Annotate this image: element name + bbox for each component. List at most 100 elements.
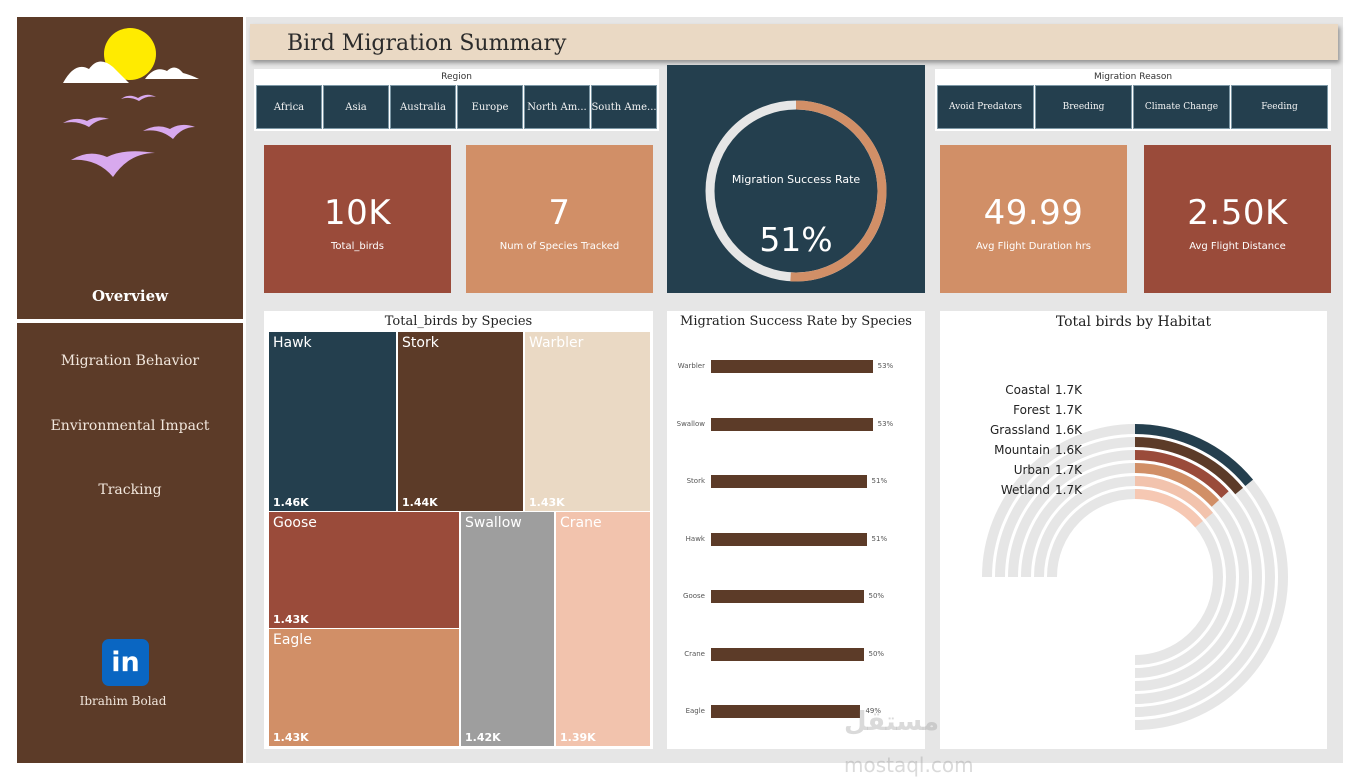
bar-category-label: Crane — [684, 649, 705, 658]
bar[interactable] — [711, 417, 873, 431]
bar-category-label: Hawk — [685, 534, 705, 543]
tile-value: 1.39K — [560, 731, 596, 744]
habitat-name: Wetland — [1000, 483, 1050, 497]
radial-chart-panel: Total birds by Habitat Coastal 1.7K Forest… — [940, 311, 1327, 749]
habitat-label-row: Coastal 1.7K — [975, 383, 1082, 397]
habitat-label-row: Mountain 1.6K — [975, 443, 1082, 457]
nav-overview[interactable]: Overview — [91, 287, 169, 305]
bar[interactable] — [711, 705, 861, 718]
radial-chart-title: Total birds by Habitat — [1055, 314, 1212, 330]
tile-name: Goose — [273, 515, 317, 531]
habitat-name: Mountain — [994, 443, 1050, 457]
bar-value-label: 50% — [868, 592, 885, 600]
treemap-title: Total_birds by Species — [384, 314, 533, 329]
habitat-value: 1.7K — [1055, 483, 1082, 497]
region-option-south-america[interactable]: South Ame... — [591, 85, 657, 129]
bar-row[interactable]: Eagle 49% — [667, 705, 925, 719]
region-option-asia[interactable]: Asia — [323, 85, 389, 129]
region-option-north-america[interactable]: North Am... — [524, 85, 590, 129]
bar-category-label: Eagle — [685, 707, 705, 715]
treemap-tile-goose[interactable]: Goose 1.43K — [268, 511, 460, 629]
sidebar-divider — [17, 319, 243, 323]
kpi-value: 7 — [548, 193, 571, 233]
reason-option-climate-change[interactable]: Climate Change — [1133, 85, 1230, 129]
bar-value-label: 53% — [877, 419, 894, 428]
treemap-tile-warbler[interactable]: Warbler 1.43K — [524, 331, 651, 512]
bar-chart-panel: Migration Success Rate by Species Warble… — [667, 311, 925, 749]
migration-reason-slicer: Migration Reason Avoid Predators Breedin… — [935, 69, 1331, 131]
success-rate-gauge — [705, 100, 887, 282]
bar-row[interactable]: Hawk 51% — [667, 532, 925, 547]
region-option-europe[interactable]: Europe — [457, 85, 523, 129]
tile-value: 1.46K — [273, 496, 309, 509]
cloud-icon — [63, 61, 129, 83]
kpi-value: 10K — [323, 193, 392, 233]
habitat-value: 1.7K — [1055, 403, 1082, 417]
kpi-label: Avg Flight Distance — [1189, 241, 1286, 252]
author-name: Ibrahim Bolad — [79, 694, 167, 708]
radial-bar-grassland — [1134, 450, 1229, 499]
habitat-name: Forest — [1013, 403, 1050, 417]
tile-value: 1.42K — [465, 731, 501, 744]
region-slicer: Region Africa Asia Australia Europe Nort… — [254, 69, 659, 131]
nav-migration-behavior[interactable]: Migration Behavior — [60, 353, 200, 369]
kpi-avg-flight-duration: 49.99 Avg Flight Duration hrs — [940, 145, 1127, 293]
bar[interactable] — [711, 475, 867, 488]
treemap-tile-stork[interactable]: Stork 1.44K — [397, 331, 524, 512]
kpi-label: Num of Species Tracked — [499, 241, 620, 252]
success-rate-gauge-card: Migration Success Rate 51% — [667, 65, 925, 293]
bar[interactable] — [711, 532, 867, 546]
tile-name: Crane — [560, 515, 602, 531]
gauge-fill — [790, 100, 887, 282]
tile-value: 1.43K — [273, 731, 309, 744]
tile-value: 1.43K — [529, 496, 565, 509]
kpi-total-birds: 10K Total_birds — [264, 145, 451, 293]
bar-row[interactable]: Goose 50% — [667, 590, 925, 604]
treemap-tile-swallow[interactable]: Swallow 1.42K — [460, 511, 555, 747]
tile-name: Warbler — [529, 335, 584, 351]
reason-option-feeding[interactable]: Feeding — [1231, 85, 1328, 129]
report-canvas: Bird Migration Summary Region Africa Asi… — [246, 17, 1343, 777]
bar-category-label: Warbler — [677, 362, 705, 370]
region-slicer-title: Region — [441, 72, 472, 82]
sidebar: Overview Migration Behavior Environmenta… — [17, 17, 243, 763]
bar-category-label: Stork — [686, 477, 705, 485]
bar-row[interactable]: Warbler 53% — [667, 360, 925, 374]
region-option-australia[interactable]: Australia — [390, 85, 456, 129]
habitat-value: 1.7K — [1055, 383, 1082, 397]
bar-row[interactable]: Swallow 53% — [667, 417, 925, 432]
treemap-tile-hawk[interactable]: Hawk 1.46K — [268, 331, 397, 512]
bar[interactable] — [711, 647, 864, 661]
tile-name: Swallow — [465, 515, 522, 531]
bar-row[interactable]: Stork 51% — [667, 475, 925, 489]
habitat-label-row: Forest 1.7K — [975, 403, 1082, 417]
kpi-value: 49.99 — [983, 193, 1084, 233]
bar-row[interactable]: Crane 50% — [667, 647, 925, 662]
bird-logo — [17, 17, 243, 197]
treemap-tile-eagle[interactable]: Eagle 1.43K — [268, 628, 460, 747]
nav-environmental-impact[interactable]: Environmental Impact — [50, 418, 210, 434]
habitat-label-row: Urban 1.7K — [975, 463, 1082, 477]
habitat-value: 1.6K — [1055, 423, 1082, 437]
treemap-tile-crane[interactable]: Crane 1.39K — [555, 511, 651, 747]
radial-bar-chart — [982, 424, 1288, 730]
linkedin-icon[interactable]: in — [102, 639, 149, 686]
region-option-africa[interactable]: Africa — [256, 85, 322, 129]
nav-tracking[interactable]: Tracking — [98, 482, 162, 498]
radial-bar-mountain — [1134, 463, 1220, 507]
habitat-value: 1.7K — [1055, 463, 1082, 477]
kpi-label: Total_birds — [331, 241, 384, 252]
kpi-label: Avg Flight Duration hrs — [975, 241, 1092, 252]
bar[interactable] — [711, 360, 873, 373]
treemap-panel: Total_birds by Species Hawk 1.46K Stork … — [264, 311, 653, 749]
radial-bar-forest — [1134, 437, 1244, 495]
bird-icon — [71, 151, 155, 177]
tile-value: 1.44K — [402, 496, 438, 509]
tile-name: Stork — [402, 335, 439, 351]
bar[interactable] — [711, 590, 864, 603]
tile-name: Eagle — [273, 632, 312, 648]
reason-option-breeding[interactable]: Breeding — [1035, 85, 1132, 129]
habitat-label-row: Wetland 1.7K — [975, 483, 1082, 497]
page-title: Bird Migration Summary — [287, 31, 567, 56]
reason-option-avoid-predators[interactable]: Avoid Predators — [937, 85, 1034, 129]
